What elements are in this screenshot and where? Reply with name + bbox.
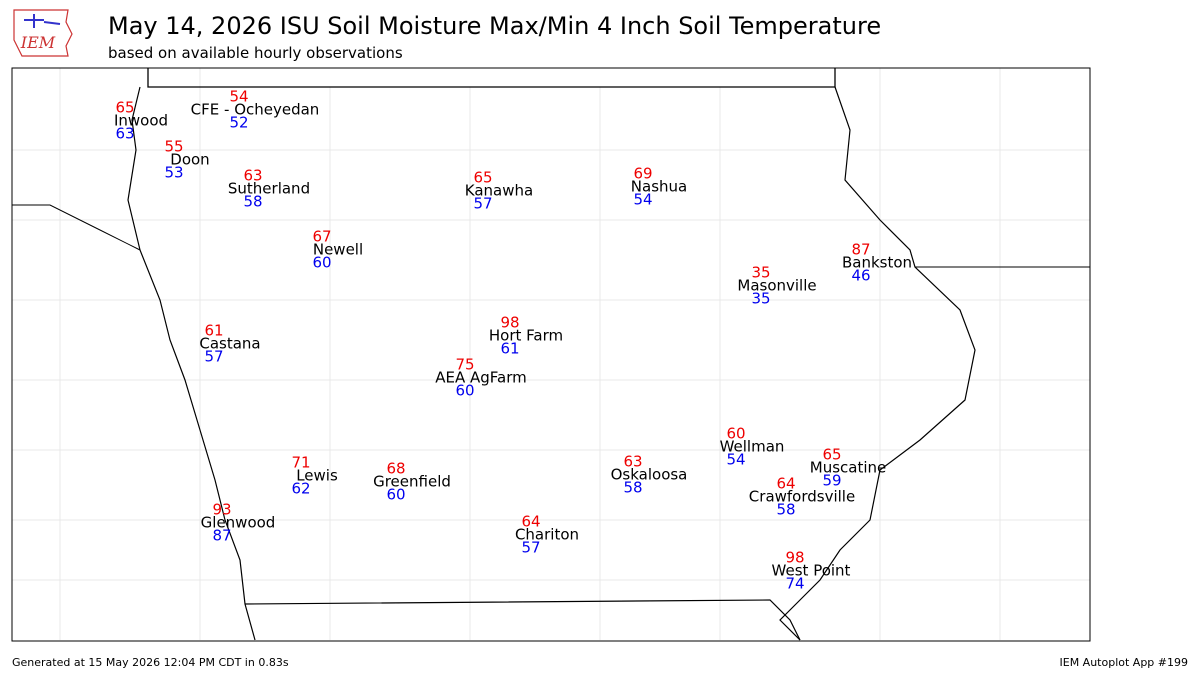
logo-outline [13, 9, 73, 57]
max-temp: 67 [312, 228, 331, 246]
station-name: Doon [170, 151, 209, 169]
min-temp: 57 [473, 195, 492, 213]
min-temp: 35 [751, 290, 770, 308]
min-temp: 53 [164, 164, 183, 182]
footer-generated: Generated at 15 May 2026 12:04 PM CDT in… [12, 656, 289, 669]
min-temp: 87 [212, 527, 231, 545]
min-temp: 58 [243, 193, 262, 211]
station-name: Sutherland [228, 180, 310, 198]
sd-ne-border [12, 204, 141, 251]
max-temp: 87 [851, 241, 870, 259]
min-temp: 62 [291, 480, 310, 498]
min-temp: 60 [386, 486, 405, 504]
min-temp: 52 [229, 114, 248, 132]
station-name: Newell [313, 241, 363, 259]
min-temp: 74 [785, 575, 804, 593]
max-temp: 64 [521, 513, 540, 531]
max-temp: 65 [822, 446, 841, 464]
max-temp: 60 [726, 425, 745, 443]
max-temp: 63 [243, 167, 262, 185]
station-name: Castana [199, 335, 260, 353]
max-temp: 75 [455, 356, 474, 374]
min-temp: 60 [312, 254, 331, 272]
max-temp: 54 [229, 88, 248, 106]
min-temp: 63 [115, 125, 134, 143]
max-temp: 98 [785, 549, 804, 567]
footer-app: IEM Autoplot App #199 [1060, 656, 1189, 669]
max-temp: 61 [204, 322, 223, 340]
max-temp: 69 [633, 165, 652, 183]
map-frame [11, 67, 1091, 642]
station-name: Oskaloosa [611, 466, 688, 484]
station-name: West Point [772, 562, 851, 580]
max-temp: 55 [164, 138, 183, 156]
station-name: Masonville [737, 277, 816, 295]
station-name: Muscatine [810, 459, 887, 477]
min-temp: 57 [521, 539, 540, 557]
station-name: AEA AgFarm [435, 369, 527, 387]
station-name: Bankston [842, 254, 912, 272]
state-border-north [147, 68, 836, 88]
station-name: Glenwood [201, 514, 276, 532]
max-temp: 64 [776, 475, 795, 493]
max-temp: 71 [291, 454, 310, 472]
east-border [779, 86, 976, 641]
station-name: Chariton [515, 526, 579, 544]
station-name: Crawfordsville [749, 488, 855, 506]
min-temp: 54 [726, 451, 745, 469]
min-temp: 58 [776, 501, 795, 519]
max-temp: 63 [623, 453, 642, 471]
west-border [127, 86, 256, 641]
max-temp: 93 [212, 501, 231, 519]
logo: IEM [13, 9, 73, 57]
min-temp: 54 [633, 191, 652, 209]
max-temp: 68 [386, 460, 405, 478]
min-temp: 57 [204, 348, 223, 366]
station-name: Kanawha [465, 182, 533, 200]
station-name: Hort Farm [489, 327, 563, 345]
south-border [244, 599, 801, 641]
min-temp: 60 [455, 382, 474, 400]
max-temp: 65 [473, 169, 492, 187]
min-temp: 61 [500, 340, 519, 358]
station-name: Lewis [296, 467, 338, 485]
logo-text: IEM [20, 33, 56, 52]
min-temp: 58 [623, 479, 642, 497]
logo-icon [24, 14, 61, 28]
subtitle: based on available hourly observations [108, 44, 403, 62]
title: May 14, 2026 ISU Soil Moisture Max/Min 4… [108, 12, 881, 40]
max-temp: 98 [500, 314, 519, 332]
station-name: Greenfield [373, 473, 451, 491]
station-name: Nashua [631, 178, 687, 196]
max-temp: 65 [115, 99, 134, 117]
station-name: Inwood [114, 112, 168, 130]
basemap [12, 68, 1090, 641]
min-temp: 46 [851, 267, 870, 285]
station-name: Wellman [720, 438, 785, 456]
min-temp: 59 [822, 472, 841, 490]
county-lines [12, 68, 1090, 640]
max-temp: 35 [751, 264, 770, 282]
station-name: CFE - Ocheyedan [191, 101, 320, 119]
